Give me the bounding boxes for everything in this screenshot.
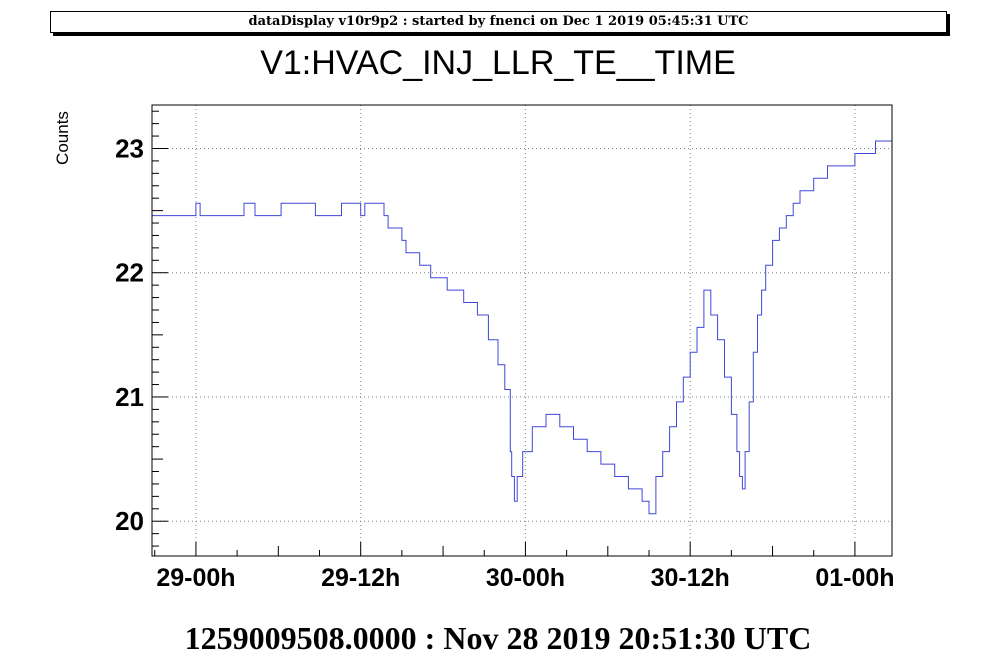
plot-frame: [151, 104, 893, 557]
y-tick-label: 20: [115, 506, 144, 536]
timestamp-footer: 1259009508.0000 : Nov 28 2019 20:51:30 U…: [184, 620, 812, 656]
x-tick-label: 30-00h: [486, 564, 565, 592]
x-tick-label: 29-00h: [156, 564, 235, 592]
y-tick-label: 23: [115, 133, 144, 163]
y-tick-label: 22: [115, 258, 144, 288]
run-info-banner: dataDisplay v10r9p2 : started by fnenci …: [50, 11, 947, 33]
axis-ticks: [152, 110, 856, 556]
x-tick-label: 29-12h: [321, 564, 400, 592]
y-tick-label: 21: [115, 382, 144, 412]
x-tick-label: 01-00h: [815, 564, 894, 592]
grid-lines: [152, 105, 892, 556]
series-line: [152, 140, 892, 515]
tick-labels: 29-00h 29-12h 30-00h 30-12h 01-00h 20 21 22 23: [115, 133, 894, 592]
x-tick-label: 30-12h: [651, 564, 730, 592]
chart-title: V1:HVAC_INJ_LLR_TE__TIME: [260, 44, 736, 82]
series-layer: [152, 140, 892, 515]
